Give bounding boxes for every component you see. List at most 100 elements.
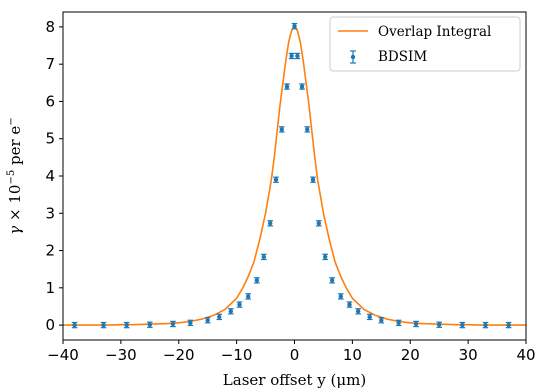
- bdsim-marker: [396, 320, 401, 326]
- bdsim-marker: [147, 322, 153, 327]
- bdsim-marker: [329, 278, 335, 283]
- bdsim-marker: [261, 254, 267, 260]
- bdsim-marker: [295, 53, 300, 59]
- bdsim-point: [273, 176, 279, 183]
- bdsim-point: [216, 313, 223, 321]
- y-tick-label: 6: [45, 92, 55, 110]
- x-axis: −40 −30 −20 −10 0 10 20 30 40: [47, 340, 536, 364]
- bdsim-point: [322, 253, 328, 261]
- bdsim-point: [291, 22, 298, 30]
- bdsim-point: [71, 321, 78, 329]
- bdsim-marker: [310, 177, 316, 182]
- x-axis-label: Laser offset y (μm): [223, 371, 366, 389]
- bdsim-marker: [299, 84, 305, 89]
- bdsim-point: [299, 83, 305, 90]
- x-tick-label: 20: [401, 346, 420, 364]
- bdsim-marker: [460, 322, 465, 328]
- bdsim-marker: [322, 254, 328, 260]
- x-tick-label: 10: [343, 346, 362, 364]
- bdsim-point: [261, 253, 267, 261]
- bdsim-point: [366, 313, 373, 321]
- bdsim-point: [278, 126, 285, 133]
- bdsim-marker: [273, 177, 279, 182]
- bdsim-point: [316, 220, 322, 227]
- bdsim-marker: [316, 221, 322, 226]
- legend-label-bdsim: BDSIM: [378, 49, 427, 65]
- y-axis-label-gamma: γ: [6, 226, 24, 235]
- bdsim-point: [294, 52, 301, 60]
- x-tick-label: 30: [459, 346, 478, 364]
- bdsim-marker: [347, 302, 352, 307]
- bdsim-point: [413, 320, 419, 328]
- bdsim-marker: [72, 322, 77, 328]
- bdsim-marker: [284, 84, 290, 89]
- bdsim-point: [284, 83, 290, 90]
- bdsim-marker: [101, 322, 106, 328]
- bdsim-marker: [292, 23, 297, 29]
- bdsim-point: [310, 176, 316, 183]
- legend-errorbar-swatch: [350, 50, 356, 64]
- bdsim-marker: [254, 278, 260, 283]
- x-tick-label: −40: [47, 346, 79, 364]
- y-tick-label: 7: [45, 55, 55, 73]
- bdsim-marker: [205, 318, 210, 323]
- bdsim-marker: [338, 294, 343, 299]
- bdsim-marker: [305, 127, 310, 132]
- y-axis-label-per: per e: [6, 126, 24, 170]
- x-tick-label: 40: [516, 346, 535, 364]
- plot-frame: [62, 11, 527, 341]
- y-axis-label-times: × 10: [6, 185, 24, 226]
- bdsim-point: [436, 321, 442, 328]
- legend: Overlap Integral BDSIM: [329, 16, 521, 72]
- bdsim-point: [245, 293, 251, 300]
- bdsim-marker: [413, 321, 419, 327]
- y-tick-label: 8: [45, 18, 55, 36]
- chart-marks: [63, 22, 526, 329]
- bdsim-point: [304, 126, 311, 133]
- y-tick-label: 2: [45, 242, 55, 260]
- y-axis-label: γ × 10−5 per e−: [6, 117, 24, 234]
- bdsim-point: [288, 52, 295, 60]
- x-tick-label: −20: [163, 346, 195, 364]
- bdsim-marker: [483, 322, 488, 328]
- y-axis: 0 1 2 3 4 5 6 7 8: [45, 18, 63, 334]
- bdsim-point: [254, 277, 260, 284]
- bdsim-point: [505, 321, 512, 329]
- bdsim-point: [329, 277, 335, 284]
- bdsim-point: [338, 293, 344, 300]
- y-tick-label: 0: [45, 316, 55, 334]
- bdsim-point: [236, 301, 243, 308]
- bdsim-point: [482, 321, 489, 329]
- bdsim-marker: [246, 294, 251, 299]
- bdsim-marker: [170, 321, 176, 327]
- bdsim-marker: [188, 320, 193, 326]
- bdsim-marker: [124, 322, 129, 328]
- bdsim-marker: [355, 309, 361, 314]
- y-axis-label-exp: −5: [6, 170, 17, 185]
- legend-frame: [329, 16, 521, 72]
- bdsim-point: [123, 321, 130, 329]
- bdsim-point: [187, 319, 194, 327]
- bdsim-marker: [506, 322, 511, 328]
- y-axis-label-charge: −: [6, 117, 17, 125]
- bdsim-marker: [436, 322, 442, 327]
- bdsim-marker: [367, 314, 372, 320]
- bdsim-point: [100, 321, 107, 329]
- bdsim-marker: [289, 53, 294, 59]
- bdsim-point: [395, 319, 402, 327]
- legend-label-overlap-integral: Overlap Integral: [378, 24, 491, 40]
- x-tick-label: −30: [105, 346, 137, 364]
- bdsim-point: [267, 220, 273, 227]
- y-tick-label: 1: [45, 279, 55, 297]
- bdsim-point: [170, 320, 176, 328]
- y-tick-label: 5: [45, 130, 55, 148]
- bdsim-point: [355, 308, 361, 315]
- bdsim-point: [378, 317, 385, 324]
- y-tick-label: 3: [45, 204, 55, 222]
- bdsim-marker: [379, 318, 384, 323]
- bdsim-point: [228, 308, 234, 315]
- bdsim-marker: [267, 221, 273, 226]
- bdsim-point: [459, 321, 466, 329]
- bdsim-marker: [237, 302, 242, 307]
- bdsim-marker: [228, 309, 234, 314]
